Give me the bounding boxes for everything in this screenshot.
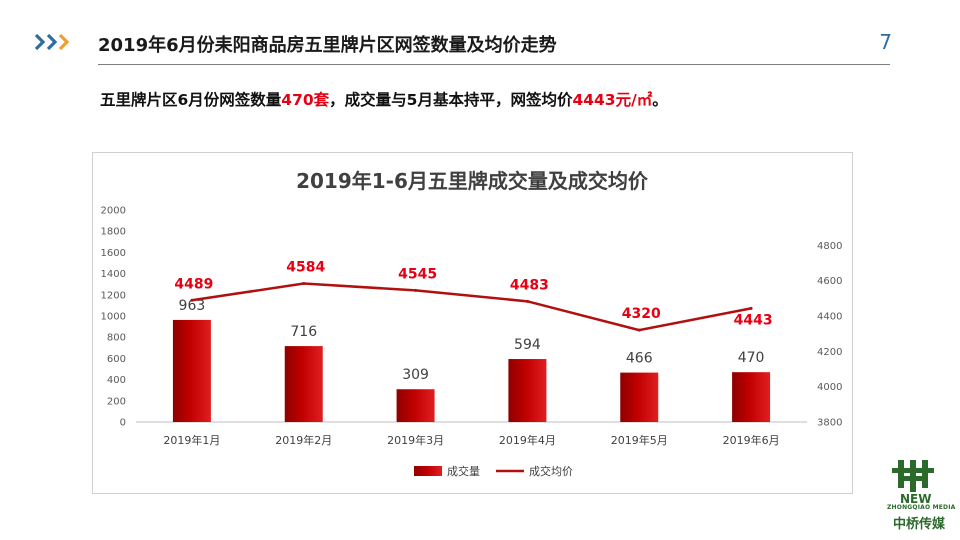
summary-count: 470套 bbox=[281, 91, 330, 109]
y-left-tick-label: 2000 bbox=[101, 206, 126, 217]
price-point bbox=[637, 328, 641, 332]
zhongqiao-logo-icon bbox=[892, 460, 934, 492]
summary-part1: 五里牌片区6月份网签数量 bbox=[100, 91, 282, 109]
price-point bbox=[749, 306, 753, 310]
y-left-tick-label: 600 bbox=[107, 354, 126, 365]
summary-part3: 。 bbox=[652, 91, 668, 109]
logo-sub-text: ZHONGQIAO MEDIA bbox=[887, 504, 956, 511]
x-tick-label: 2019年4月 bbox=[499, 433, 556, 447]
y-right-tick-label: 4600 bbox=[817, 276, 842, 287]
bar bbox=[732, 372, 771, 422]
bar bbox=[172, 319, 211, 422]
y-left-tick-label: 1400 bbox=[101, 269, 126, 280]
slide-header: 2019年6月份耒阳商品房五里牌片区网签数量及均价走势 7 bbox=[0, 0, 960, 70]
chart-frame bbox=[92, 152, 853, 494]
bar-value-label: 594 bbox=[514, 337, 541, 353]
combo-chart: 2019年1-6月五里牌成交量及成交均价 0 200 400 600 800 1000 120… bbox=[101, 169, 843, 478]
y-left-tick-label: 1000 bbox=[101, 312, 126, 323]
logo-new-text: NEW bbox=[900, 492, 932, 506]
y-left-tick-label: 200 bbox=[107, 396, 126, 407]
bar bbox=[284, 346, 323, 422]
triple-chevron-right-icon bbox=[34, 33, 70, 51]
bar bbox=[508, 359, 547, 422]
legend-bar-label: 成交量 bbox=[447, 464, 480, 478]
bar-value-label: 716 bbox=[290, 324, 317, 340]
price-point bbox=[190, 298, 194, 302]
y-left-tick-label: 800 bbox=[107, 333, 126, 344]
bar-value-label: 963 bbox=[179, 298, 206, 314]
x-tick-label: 2019年2月 bbox=[275, 433, 332, 447]
chart-title: 2019年1-6月五里牌成交量及成交均价 bbox=[296, 169, 649, 193]
header-divider bbox=[98, 64, 890, 65]
bar-value-label: 466 bbox=[626, 351, 653, 367]
y-left-tick-label: 1800 bbox=[101, 227, 126, 238]
price-value-label: 4320 bbox=[622, 306, 661, 322]
y-right-tick-label: 4200 bbox=[817, 347, 842, 358]
price-value-label: 4489 bbox=[174, 276, 213, 292]
y-right-tick-label: 3800 bbox=[817, 418, 842, 429]
price-value-label: 4545 bbox=[398, 266, 437, 282]
y-left-tick-label: 0 bbox=[120, 418, 126, 429]
page-title: 2019年6月份耒阳商品房五里牌片区网签数量及均价走势 bbox=[98, 35, 557, 56]
x-tick-label: 2019年3月 bbox=[387, 433, 444, 447]
price-point bbox=[302, 281, 306, 285]
legend-line-label: 成交均价 bbox=[529, 464, 573, 478]
summary-price: 4443元/㎡ bbox=[572, 91, 653, 109]
y-left-tick-label: 1600 bbox=[101, 248, 126, 259]
summary-part2: ，成交量与5月基本持平，网签均价 bbox=[329, 91, 573, 109]
summary-text: 五里牌片区6月份网签数量470套，成交量与5月基本持平，网签均价4443元/㎡。 bbox=[100, 88, 668, 110]
page-number: 7 bbox=[879, 30, 892, 54]
bar bbox=[396, 389, 435, 422]
price-value-label: 4443 bbox=[734, 312, 773, 328]
x-tick-label: 2019年5月 bbox=[611, 433, 668, 447]
price-point bbox=[525, 299, 529, 303]
x-tick-label: 2019年6月 bbox=[723, 433, 780, 447]
bar-value-label: 470 bbox=[738, 350, 765, 366]
x-tick-label: 2019年1月 bbox=[163, 433, 220, 447]
bar-value-label: 309 bbox=[402, 367, 429, 383]
y-left-tick-label: 400 bbox=[107, 375, 126, 386]
y-right-tick-label: 4800 bbox=[817, 241, 842, 252]
logo-main-text: 中桥传媒 bbox=[893, 517, 946, 532]
price-value-label: 4483 bbox=[510, 277, 549, 293]
legend-bar-swatch bbox=[414, 466, 442, 476]
bar bbox=[620, 372, 659, 422]
y-right-tick-label: 4000 bbox=[817, 382, 842, 393]
price-line bbox=[191, 282, 752, 332]
y-right-tick-label: 4400 bbox=[817, 312, 842, 323]
price-point bbox=[414, 288, 418, 292]
price-value-label: 4584 bbox=[286, 259, 325, 275]
y-left-tick-label: 1200 bbox=[101, 290, 126, 301]
